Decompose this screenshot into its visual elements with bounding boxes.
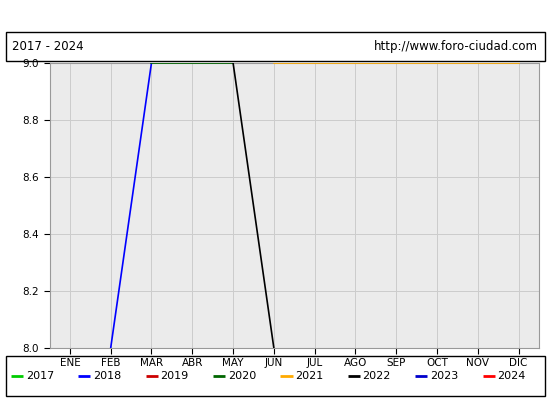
Text: 2021: 2021: [295, 371, 323, 381]
Text: http://www.foro-ciudad.com: http://www.foro-ciudad.com: [374, 40, 538, 53]
Text: 2019: 2019: [161, 371, 189, 381]
Text: 2017 - 2024: 2017 - 2024: [12, 40, 84, 53]
FancyBboxPatch shape: [6, 356, 544, 396]
Text: 2024: 2024: [497, 371, 526, 381]
Text: 2023: 2023: [430, 371, 458, 381]
Text: 2022: 2022: [362, 371, 391, 381]
Text: 2017: 2017: [26, 371, 54, 381]
Text: 2018: 2018: [93, 371, 122, 381]
Text: 2020: 2020: [228, 371, 256, 381]
FancyBboxPatch shape: [6, 32, 544, 61]
Text: Evolucion num de emigrantes en Berge: Evolucion num de emigrantes en Berge: [111, 7, 439, 25]
